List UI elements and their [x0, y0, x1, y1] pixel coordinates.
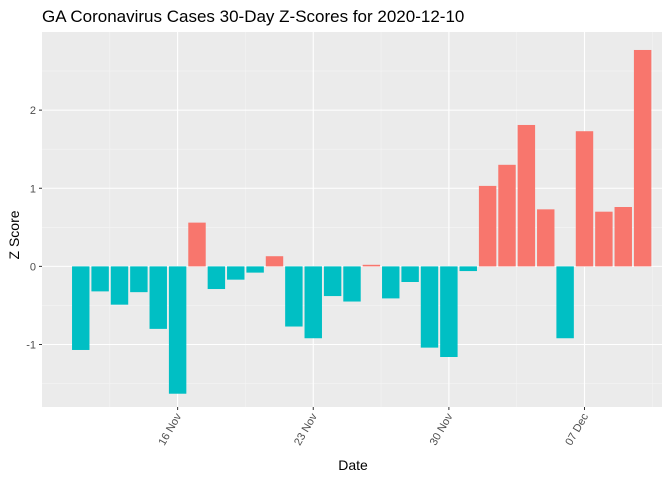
bar-2020-11-15 [149, 266, 167, 329]
bar-2020-11-12 [91, 266, 109, 292]
bar-2020-11-22 [285, 266, 303, 327]
bar-2020-12-07 [575, 131, 594, 267]
bar-2020-12-04 [517, 124, 536, 267]
bar-2020-11-16 [168, 266, 187, 394]
bar-2020-11-18 [207, 266, 226, 290]
bar-2020-12-01 [459, 266, 477, 272]
x-tick-label: 30 Nov [428, 411, 456, 448]
y-tick-label: 1 [30, 183, 36, 195]
bar-2020-11-17 [188, 222, 206, 267]
bar-2020-12-05 [537, 209, 555, 267]
x-tick-label: 23 Nov [292, 411, 320, 448]
plot-panel [42, 32, 662, 407]
bar-2020-12-10 [633, 49, 652, 267]
bar-2020-12-02 [478, 185, 497, 267]
bar-2020-12-08 [595, 211, 613, 267]
x-axis: 16 Nov 23 Nov 30 Nov 07 Dec [156, 407, 591, 448]
bar-2020-12-09 [614, 207, 632, 267]
y-tick-label: 0 [30, 261, 36, 273]
bar-2020-11-29 [420, 266, 439, 348]
bar-2020-11-19 [227, 266, 245, 280]
bar-2020-11-13 [110, 266, 129, 305]
y-tick-label: 2 [30, 105, 36, 117]
x-tick-label: 07 Dec [563, 411, 591, 448]
y-tick-label: -1 [26, 340, 36, 352]
chart-title: GA Coronavirus Cases 30-Day Z-Scores for… [42, 7, 464, 26]
bar-2020-11-24 [323, 266, 342, 297]
bar-2020-12-03 [498, 164, 516, 267]
bar-2020-12-06 [556, 266, 574, 339]
bar-2020-11-26 [362, 264, 381, 267]
bar-2020-11-28 [401, 266, 419, 282]
bar-2020-11-27 [382, 266, 400, 299]
bar-2020-11-21 [265, 256, 284, 267]
bars [72, 49, 652, 394]
bar-2020-11-30 [440, 266, 458, 357]
bar-2020-11-25 [343, 266, 361, 302]
x-tick-label: 16 Nov [156, 411, 184, 448]
y-axis-title: Z Score [6, 210, 22, 259]
bar-2020-11-23 [304, 266, 322, 339]
x-axis-title: Date [338, 457, 368, 473]
bar-2020-11-11 [72, 266, 90, 350]
bar-2020-11-14 [130, 266, 148, 293]
y-axis: -1 0 1 2 [26, 105, 42, 352]
bar-2020-11-20 [246, 266, 264, 273]
